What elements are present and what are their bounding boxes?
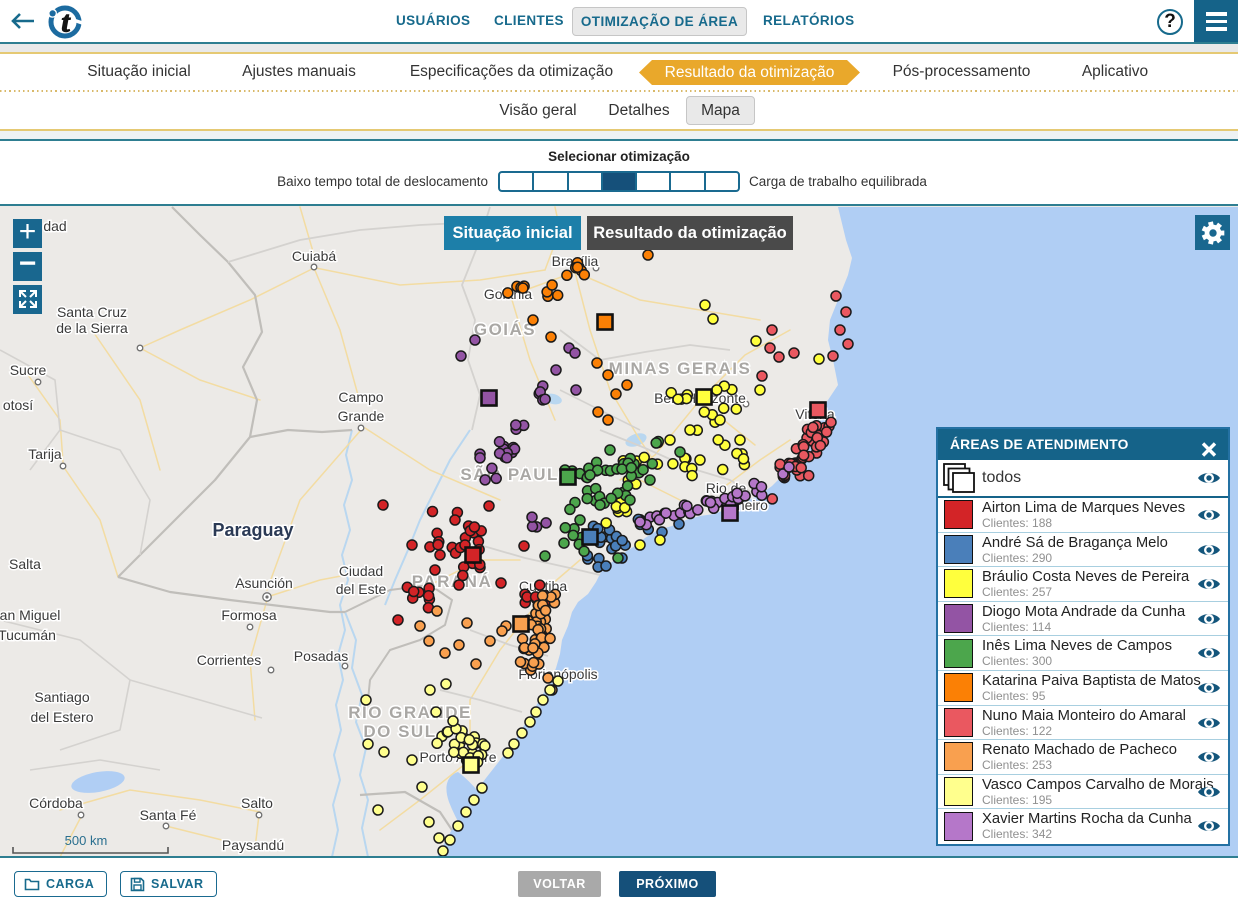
svg-text:Paraguay: Paraguay bbox=[212, 520, 293, 540]
svg-text:del Estero: del Estero bbox=[30, 709, 93, 725]
svg-text:Ciudad: Ciudad bbox=[339, 563, 383, 579]
svg-text:de la Sierra: de la Sierra bbox=[56, 320, 128, 336]
svg-text:Santa Cruz: Santa Cruz bbox=[57, 304, 127, 320]
svg-text:Asunción: Asunción bbox=[235, 575, 293, 591]
svg-text:Santa Fé: Santa Fé bbox=[140, 807, 197, 823]
svg-text:Salto: Salto bbox=[241, 795, 273, 811]
svg-text:DO SUL: DO SUL bbox=[363, 722, 436, 741]
svg-text:an Miguel: an Miguel bbox=[0, 607, 60, 623]
svg-text:otosí: otosí bbox=[3, 397, 33, 413]
svg-text:Cuiabá: Cuiabá bbox=[292, 248, 337, 264]
svg-text:Posadas: Posadas bbox=[294, 648, 348, 664]
svg-text:Sucre: Sucre bbox=[10, 362, 47, 378]
svg-text:Formosa: Formosa bbox=[221, 607, 276, 623]
svg-text:Campo: Campo bbox=[338, 389, 383, 405]
svg-text:del Este: del Este bbox=[336, 581, 387, 597]
svg-text:MINAS GERAIS: MINAS GERAIS bbox=[609, 359, 752, 378]
svg-text:dad: dad bbox=[43, 218, 66, 234]
svg-text:Córdoba: Córdoba bbox=[29, 795, 83, 811]
svg-text:Paysandú: Paysandú bbox=[222, 837, 284, 853]
svg-text:Corrientes: Corrientes bbox=[197, 652, 262, 668]
svg-text:500 km: 500 km bbox=[65, 833, 108, 848]
svg-text:GOIÁS: GOIÁS bbox=[474, 320, 536, 339]
svg-text:Santiago: Santiago bbox=[34, 689, 89, 705]
svg-text:Salta: Salta bbox=[9, 556, 41, 572]
svg-text:Grande: Grande bbox=[338, 408, 385, 424]
svg-text:SÃO PAULO: SÃO PAULO bbox=[460, 464, 573, 484]
svg-text:Tarija: Tarija bbox=[28, 446, 62, 462]
svg-text:t: t bbox=[61, 6, 71, 39]
svg-text:Tucumán: Tucumán bbox=[0, 627, 56, 643]
